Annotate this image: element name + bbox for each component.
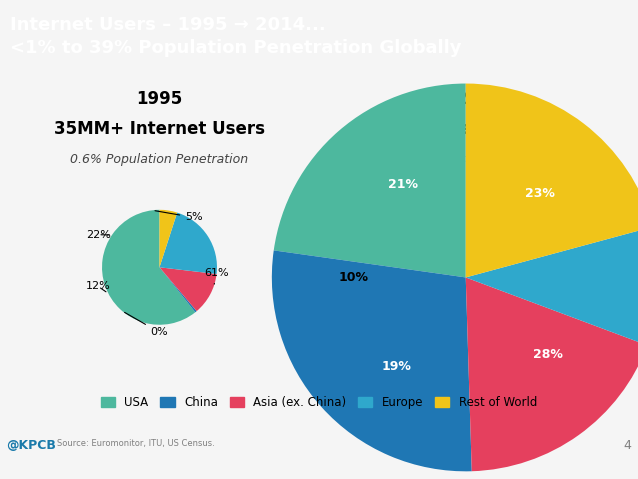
- Text: 12%: 12%: [86, 282, 110, 292]
- Text: 19%: 19%: [382, 360, 412, 373]
- Text: 22%: 22%: [85, 230, 110, 240]
- Wedge shape: [272, 251, 471, 471]
- Text: 35MM+ Internet Users: 35MM+ Internet Users: [54, 120, 265, 138]
- Wedge shape: [160, 210, 177, 267]
- Text: 5%: 5%: [155, 211, 203, 222]
- Text: 1995: 1995: [137, 90, 182, 108]
- Text: 39% Population Penetration: 39% Population Penetration: [392, 153, 565, 166]
- Wedge shape: [466, 83, 638, 277]
- Text: 61%: 61%: [205, 268, 229, 284]
- Text: 0%: 0%: [124, 312, 168, 337]
- Wedge shape: [102, 210, 195, 325]
- Text: 2014: 2014: [456, 90, 501, 108]
- Text: 21%: 21%: [387, 178, 417, 191]
- Text: 2.8B Internet Users: 2.8B Internet Users: [387, 120, 570, 138]
- Text: 23%: 23%: [525, 187, 555, 200]
- Legend: USA, China, Asia (ex. China), Europe, Rest of World: USA, China, Asia (ex. China), Europe, Re…: [96, 391, 542, 413]
- Text: 10%: 10%: [338, 271, 368, 284]
- Wedge shape: [160, 213, 217, 274]
- Wedge shape: [466, 277, 638, 471]
- Text: 28%: 28%: [533, 348, 563, 361]
- Text: 4: 4: [624, 440, 632, 453]
- Wedge shape: [160, 267, 197, 312]
- Text: Internet Users – 1995 → 2014...
<1% to 39% Population Penetration Globally: Internet Users – 1995 → 2014... <1% to 3…: [10, 16, 461, 57]
- Text: @KPCB: @KPCB: [6, 440, 56, 453]
- Wedge shape: [466, 227, 638, 345]
- Wedge shape: [160, 267, 216, 311]
- Text: Source: Euromonitor, ITU, US Census.: Source: Euromonitor, ITU, US Census.: [57, 440, 215, 448]
- Text: 0.6% Population Penetration: 0.6% Population Penetration: [70, 153, 249, 166]
- Wedge shape: [274, 83, 466, 277]
